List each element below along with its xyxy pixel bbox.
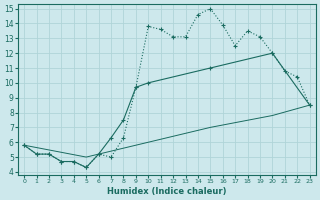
- X-axis label: Humidex (Indice chaleur): Humidex (Indice chaleur): [107, 187, 227, 196]
